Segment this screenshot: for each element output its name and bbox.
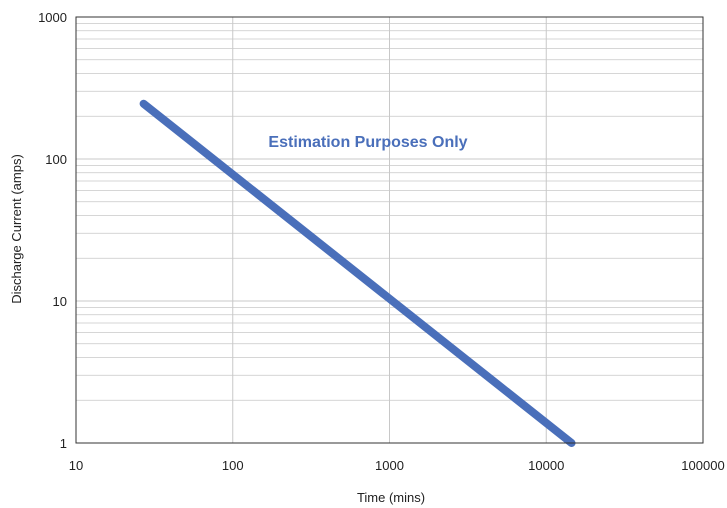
grid-lines	[76, 17, 703, 443]
x-tick-labels: 10 100 1000 10000 100000	[69, 458, 725, 473]
y-tick-label: 10	[53, 294, 67, 309]
x-tick-label: 10	[69, 458, 83, 473]
y-tick-label: 1	[60, 436, 67, 451]
x-tick-label: 10000	[528, 458, 564, 473]
x-axis-title: Time (mins)	[357, 490, 425, 505]
y-tick-labels: 1 10 100 1000	[38, 10, 67, 451]
x-tick-label: 100	[222, 458, 244, 473]
x-tick-label: 100000	[681, 458, 724, 473]
x-tick-label: 1000	[375, 458, 404, 473]
y-tick-label: 100	[45, 152, 67, 167]
discharge-series-line	[139, 99, 576, 447]
series-lines	[139, 99, 576, 447]
y-axis-title: Discharge Current (amps)	[9, 154, 24, 304]
chart-annotation: Estimation Purposes Only	[268, 134, 467, 151]
plot-frame	[75, 16, 704, 444]
y-tick-label: 1000	[38, 10, 67, 25]
